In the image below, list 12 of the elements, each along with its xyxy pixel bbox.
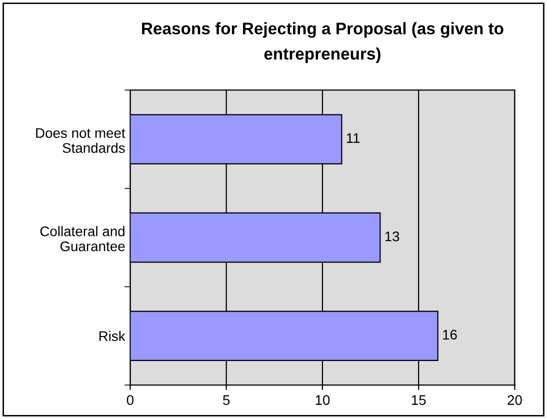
x-tick-label: 5 (223, 395, 230, 405)
data-label: 16 (443, 330, 457, 340)
y-tick-label: Risk (99, 330, 126, 342)
data-label: 13 (385, 231, 400, 242)
x-tick-label: 10 (316, 395, 330, 405)
x-tick-label: 15 (412, 395, 426, 405)
y-tick-label: Does not meet Standards (36, 128, 126, 153)
x-tick-label: 0 (126, 395, 134, 405)
data-label: 11 (346, 133, 360, 143)
x-tick-label: 20 (508, 395, 522, 405)
y-tick-label: Collateral and Guarantee (40, 226, 125, 252)
chart-title: Reasons for Rejecting a Proposal (as given to entrepreneurs) (142, 22, 504, 63)
